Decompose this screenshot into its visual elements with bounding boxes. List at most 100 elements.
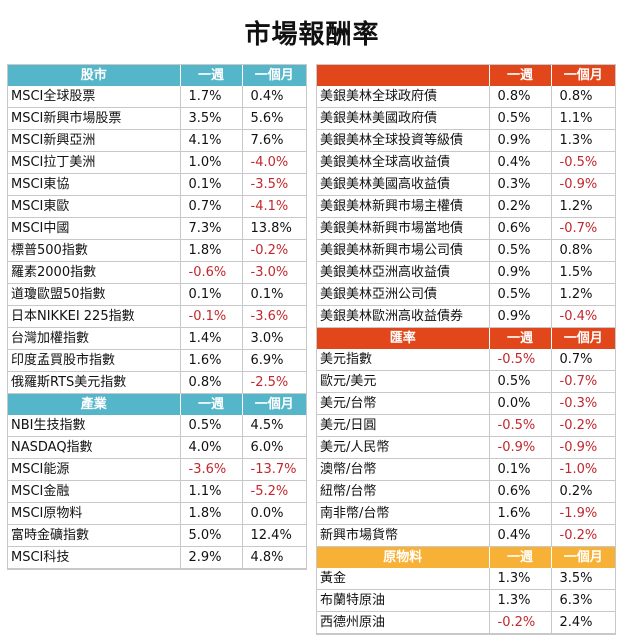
row-month: 0.4% [241,86,306,108]
table-row: 美銀美林全球高收益債 0.4% -0.5% [317,151,615,174]
page-title: 市場報酬率 [244,20,380,50]
row-month: 6.0% [241,436,306,459]
row-month: 0.8% [550,239,615,262]
row-month: -0.9% [550,436,615,459]
row-month: -0.4% [550,305,615,328]
row-name: 黃金 [317,568,489,590]
row-name: 美元/台幣 [317,392,489,415]
row-name: 美銀美林新興市場公司債 [317,239,489,262]
section-label: 匯率 [389,331,416,346]
row-name: 美銀美林全球高收益債 [317,151,489,174]
row-name: MSCI東歐 [8,195,180,218]
returns-table-right: 一週 一個月 美銀美林全球政府債 0.8% 0.8% 美銀美林美國政府債 0.5% 1.1% 美… [317,65,615,634]
table-row: 美銀美林亞洲高收益債 0.9% 1.5% [317,261,615,284]
row-name: MSCI拉丁美洲 [8,151,180,174]
row-month: 6.3% [550,589,615,612]
table-row: 新興市場貨幣 0.4% -0.2% [317,524,615,547]
row-name: 台灣加權指數 [8,327,180,350]
row-month: 3.0% [241,327,306,350]
row-name: 富時金礦指數 [8,524,180,547]
row-week: 1.6% [179,349,242,372]
row-week: 0.6% [488,480,551,503]
row-month: -3.5% [241,173,306,196]
row-name: MSCI新興亞洲 [8,129,180,152]
row-name: 羅素2000指數 [8,261,180,284]
row-week: 0.5% [488,283,551,306]
row-month: -4.1% [241,195,306,218]
row-name: MSCI科技 [8,546,180,569]
row-name: MSCI全球股票 [8,86,180,108]
row-month: 13.8% [241,217,306,240]
row-month: -4.0% [241,151,306,174]
row-month: 0.0% [241,502,306,525]
row-week: 1.8% [179,502,242,525]
table-row: 印度孟買股市指數 1.6% 6.9% [8,349,306,372]
table-row: 歐元/美元 0.5% -0.7% [317,370,615,393]
row-week: 0.9% [488,305,551,328]
row-week: 0.9% [488,129,551,152]
row-week: 0.4% [488,151,551,174]
row-week: -0.6% [179,261,242,284]
section-header-stocks: 股市 一週 一個月 [8,65,306,86]
row-month: 4.5% [241,415,306,437]
row-week: 1.4% [179,327,242,350]
table-row: 美元/日圓 -0.5% -0.2% [317,414,615,437]
table-row: 美元/人民幣 -0.9% -0.9% [317,436,615,459]
row-week: 1.3% [488,568,551,590]
table-row: 美銀美林新興市場公司債 0.5% 0.8% [317,239,615,262]
table-row: 美元指數 -0.5% 0.7% [317,349,615,371]
row-name: 美銀美林美國政府債 [317,107,489,130]
row-week: 0.1% [488,458,551,481]
table-row: MSCI新興市場股票 3.5% 5.6% [8,107,306,130]
row-week: 0.9% [488,261,551,284]
row-name: 新興市場貨幣 [317,524,489,547]
returns-table-left: 股市 一週 一個月 MSCI全球股票 1.7% 0.4% MSCI新興市場股票 3.5% 5.6… [8,65,306,569]
table-row: MSCI新興亞洲 4.1% 7.6% [8,129,306,152]
row-month: 0.7% [550,349,615,371]
row-month: 7.6% [241,129,306,152]
row-name: 道瓊歐盟50指數 [8,283,180,306]
row-name: MSCI東協 [8,173,180,196]
row-month: 1.2% [550,283,615,306]
table-row: 美元/台幣 0.0% -0.3% [317,392,615,415]
row-month: -3.6% [241,305,306,328]
section-header-fx: 匯率 一週 一個月 [317,327,615,349]
row-name: MSCI原物料 [8,502,180,525]
table-row: MSCI東協 0.1% -3.5% [8,173,306,196]
row-month: 2.4% [550,611,615,634]
row-week: 0.8% [179,371,242,394]
table-row: 美銀美林歐洲高收益債券 0.9% -0.4% [317,305,615,328]
row-week: 0.0% [488,392,551,415]
row-week: 1.7% [179,86,242,108]
table-row: NBI生技指數 0.5% 4.5% [8,415,306,437]
row-name: 布蘭特原油 [317,589,489,612]
section-label [317,65,489,86]
table-row: 富時金礦指數 5.0% 12.4% [8,524,306,547]
header-week: 一週 [179,393,242,415]
table-row: MSCI拉丁美洲 1.0% -4.0% [8,151,306,174]
section-header-bonds: 一週 一個月 [317,65,615,86]
table-row: 美銀美林亞洲公司債 0.5% 1.2% [317,283,615,306]
table-row: MSCI金融 1.1% -5.2% [8,480,306,503]
row-name: MSCI中國 [8,217,180,240]
row-week: 4.1% [179,129,242,152]
row-month: -2.5% [241,371,306,394]
row-name: NBI生技指數 [8,415,180,437]
row-week: -0.5% [488,414,551,437]
row-name: 南非幣/台幣 [317,502,489,525]
row-month: 0.8% [550,86,615,108]
row-month: -0.7% [550,370,615,393]
row-week: 0.3% [488,173,551,196]
row-week: -0.2% [488,611,551,634]
row-month: 4.8% [241,546,306,569]
row-month: 0.2% [550,480,615,503]
row-name: 日本NIKKEI 225指數 [8,305,180,328]
row-name: 歐元/美元 [317,370,489,393]
row-month: -0.7% [550,217,615,240]
table-row: 美銀美林新興市場當地債 0.6% -0.7% [317,217,615,240]
row-month: 6.9% [241,349,306,372]
row-name: 俄羅斯RTS美元指數 [8,371,180,394]
row-week: 0.8% [488,86,551,108]
row-name: 美銀美林美國高收益債 [317,173,489,196]
row-name: NASDAQ指數 [8,436,180,459]
